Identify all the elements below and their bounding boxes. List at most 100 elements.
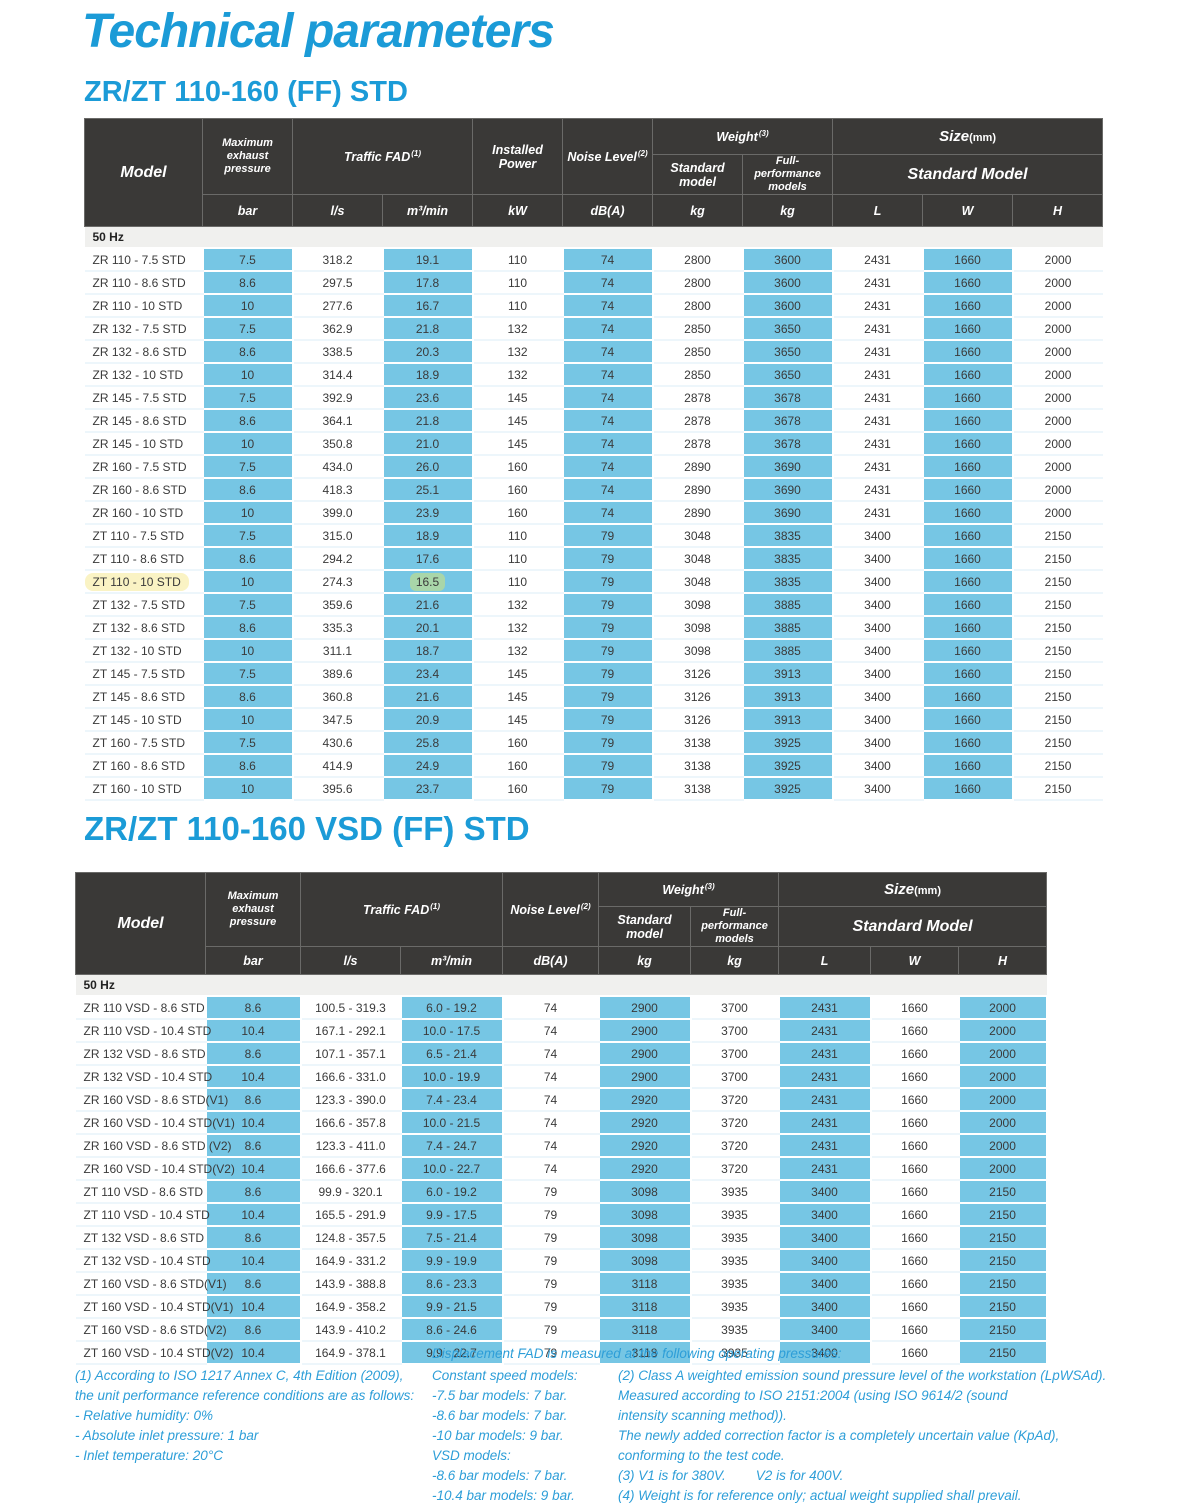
value-cell: 1660 xyxy=(870,1180,959,1204)
value-cell: 3400 xyxy=(832,570,923,594)
value-cell: 74 xyxy=(502,1042,599,1066)
value-cell: 79 xyxy=(502,1272,599,1296)
footnote-line: (1) According to ISO 1217 Annex C, 4th E… xyxy=(75,1368,404,1383)
value-cell: 3400 xyxy=(832,593,923,617)
value-cell: 1660 xyxy=(870,1226,959,1250)
value-cell: 1660 xyxy=(921,708,1014,732)
value-cell: 2000 xyxy=(1012,340,1103,364)
value-cell: 7.5 xyxy=(201,386,294,410)
value-cell: 3700 xyxy=(690,1042,779,1066)
value-cell: 1660 xyxy=(870,1019,959,1043)
value-cell: 8.6 xyxy=(204,1134,302,1158)
value-cell: 8.6 xyxy=(204,1042,302,1066)
value-cell: 74 xyxy=(561,248,654,272)
table-row: ZT 160 VSD - 10.4 STD(V1) 10.4 164.9 - 358… xyxy=(75,1295,1048,1319)
value-cell: 1660 xyxy=(870,1134,959,1158)
value-cell: 395.6 xyxy=(292,777,383,801)
col-header-weight: Weight(3) xyxy=(652,118,834,155)
value-cell: 2800 xyxy=(652,294,743,318)
value-cell: 7.4 - 24.7 xyxy=(399,1134,504,1158)
value-cell: 18.9 xyxy=(381,363,474,387)
value-cell: 74 xyxy=(502,1134,599,1158)
value-cell: 23.9 xyxy=(381,501,474,525)
model-cell: ZR 160 VSD - 10.4 STD(V2) xyxy=(75,1157,235,1181)
value-cell: 8.6 xyxy=(201,271,294,295)
value-cell: 3650 xyxy=(741,340,834,364)
value-cell: 1660 xyxy=(921,340,1014,364)
value-cell: 1660 xyxy=(870,1272,959,1296)
footnote-line: -10.4 bar models: 9 bar. xyxy=(432,1488,575,1503)
table-row: ZR 110 - 10 STD 10 277.6 16.7 110 74 2800 3600 2… xyxy=(84,294,1103,318)
unit-header: kW xyxy=(472,194,564,227)
value-cell: 3118 xyxy=(597,1318,692,1342)
col-header-model: Model xyxy=(84,118,203,227)
value-cell: 2000 xyxy=(1012,432,1103,456)
table-vsd: Model Maximum exhaust pressure Traffic F… xyxy=(75,872,1048,1365)
value-cell: 1660 xyxy=(870,996,959,1020)
value-cell: 10 xyxy=(201,432,294,456)
value-cell: 110 xyxy=(472,294,563,318)
value-cell: 3885 xyxy=(741,639,834,663)
value-cell: 7.4 - 23.4 xyxy=(399,1088,504,1112)
value-cell: 2000 xyxy=(1012,409,1103,433)
value-cell: 74 xyxy=(561,478,654,502)
value-cell: 3400 xyxy=(832,731,923,755)
table-row: ZT 110 - 7.5 STD 7.5 315.0 18.9 110 79 3048 383… xyxy=(84,524,1103,548)
value-cell: 2000 xyxy=(1012,386,1103,410)
value-cell: 21.6 xyxy=(381,685,474,709)
value-cell: 74 xyxy=(561,386,654,410)
value-cell: 2431 xyxy=(777,1111,872,1135)
value-cell: 3925 xyxy=(741,777,834,801)
col-header-weight-standard: Standard model xyxy=(652,154,744,195)
value-cell: 79 xyxy=(561,754,654,778)
value-cell: 3720 xyxy=(690,1157,779,1181)
model-cell: ZR 132 - 8.6 STD xyxy=(84,340,203,364)
table-row: ZR 160 - 7.5 STD 7.5 434.0 26.0 160 74 2890 369… xyxy=(84,455,1103,479)
value-cell: 74 xyxy=(561,317,654,341)
value-cell: 3118 xyxy=(597,1341,692,1365)
value-cell: 359.6 xyxy=(292,593,383,617)
unit-header: W xyxy=(870,946,960,975)
value-cell: 166.6 - 357.8 xyxy=(300,1111,401,1135)
value-cell: 10.4 xyxy=(204,1341,302,1365)
value-cell: 2431 xyxy=(777,1157,872,1181)
value-cell: 2431 xyxy=(777,1019,872,1043)
value-cell: 6.5 - 21.4 xyxy=(399,1042,504,1066)
value-cell: 2000 xyxy=(1012,317,1103,341)
value-cell: 2890 xyxy=(652,501,743,525)
model-cell: ZT 110 VSD - 8.6 STD xyxy=(75,1180,206,1204)
value-cell: 3118 xyxy=(597,1295,692,1319)
table-row: ZR 145 - 10 STD 10 350.8 21.0 145 74 2878 3678 2… xyxy=(84,432,1103,456)
table-row: ZR 160 VSD - 8.6 STD (V2) 8.6 123.3 - 411.… xyxy=(75,1134,1048,1158)
value-cell: 2431 xyxy=(832,478,923,502)
value-cell: 1660 xyxy=(921,570,1014,594)
value-cell: 3913 xyxy=(741,662,834,686)
value-cell: 3885 xyxy=(741,593,834,617)
value-cell: 1660 xyxy=(921,317,1014,341)
value-cell: 3400 xyxy=(832,662,923,686)
table-row: ZT 110 VSD - 8.6 STD 8.6 99.9 - 320.1 6.0 -… xyxy=(75,1180,1048,1204)
value-cell: 414.9 xyxy=(292,754,383,778)
value-cell: 3400 xyxy=(777,1272,872,1296)
value-cell: 8.6 xyxy=(204,1318,302,1342)
frequency-label: 50 Hz xyxy=(84,226,1103,249)
value-cell: 3098 xyxy=(597,1203,692,1227)
value-cell: 2150 xyxy=(957,1341,1048,1365)
value-cell: 2000 xyxy=(957,1042,1048,1066)
value-cell: 2431 xyxy=(832,317,923,341)
value-cell: 23.4 xyxy=(381,662,474,686)
value-cell: 2000 xyxy=(957,1134,1048,1158)
value-cell: 145 xyxy=(472,386,563,410)
value-cell: 7.5 xyxy=(201,731,294,755)
table-row: ZR 110 - 7.5 STD 7.5 318.2 19.1 110 74 2800 360… xyxy=(84,248,1103,272)
footnote-line: conforming to the test code. xyxy=(618,1448,785,1463)
table-row: ZR 160 VSD - 8.6 STD(V1) 8.6 123.3 - 390.0… xyxy=(75,1088,1048,1112)
value-cell: 3720 xyxy=(690,1088,779,1112)
value-cell: 3400 xyxy=(832,616,923,640)
value-cell: 2150 xyxy=(1012,777,1103,801)
value-cell: 74 xyxy=(502,1157,599,1181)
frequency-label: 50 Hz xyxy=(75,974,1047,997)
value-cell: 160 xyxy=(472,501,563,525)
unit-header: l/s xyxy=(300,946,401,975)
value-cell: 2150 xyxy=(1012,662,1103,686)
